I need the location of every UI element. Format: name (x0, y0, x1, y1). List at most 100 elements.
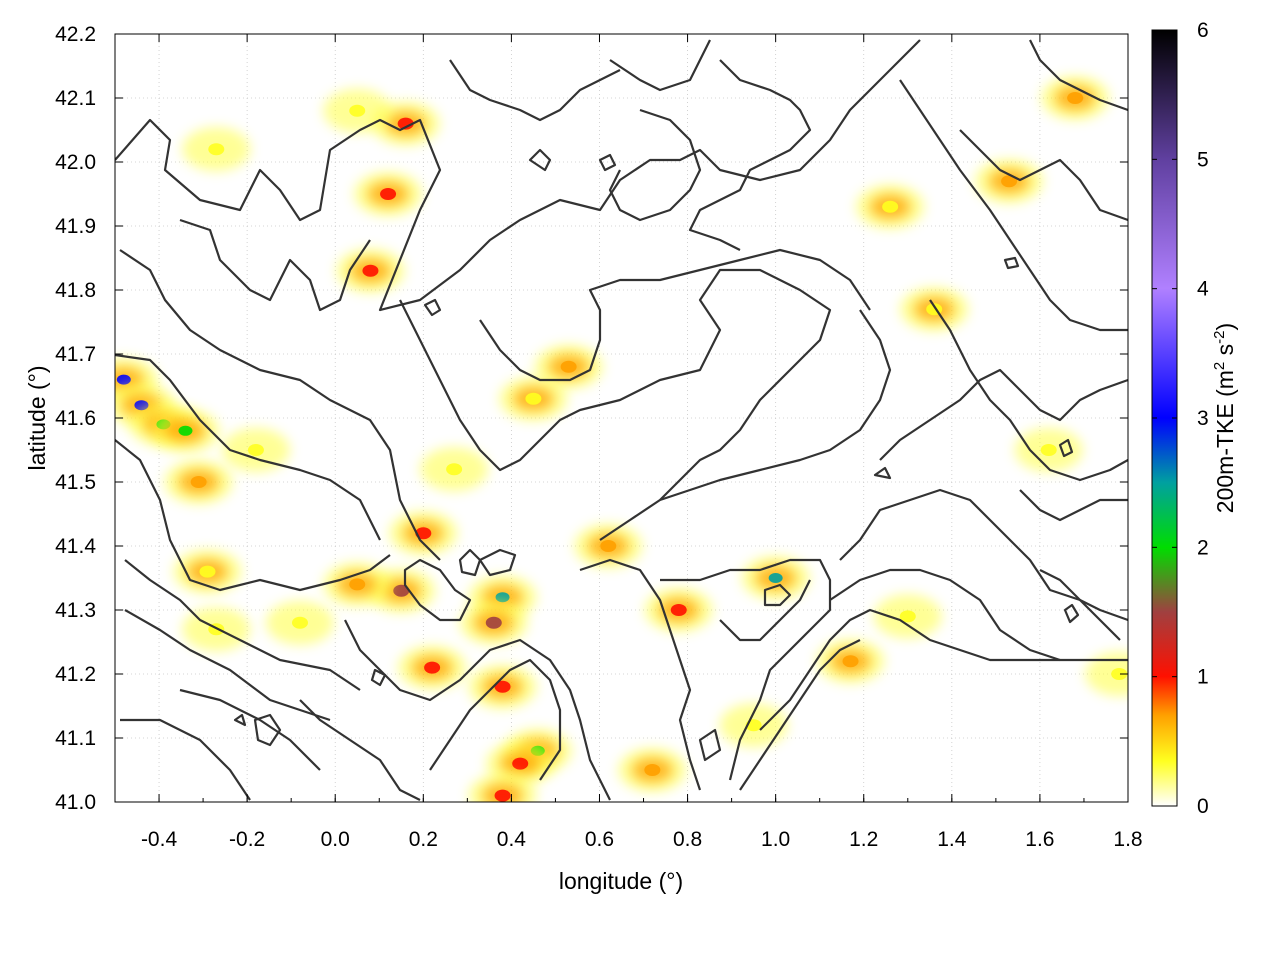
y-axis: 41.0 41.1 41.2 41.3 41.4 41.5 41.6 41.7 41.8 41.9… (55, 23, 1128, 814)
tke-hotspot-core (190, 476, 207, 488)
tke-hotspot-core (397, 117, 414, 130)
y-tick-label: 41.9 (55, 215, 96, 238)
colorbar-tick-label: 2 (1197, 536, 1209, 559)
tke-hotspot-core (768, 573, 783, 583)
x-tick-label: 1.0 (761, 828, 790, 851)
tke-hotspot (816, 639, 885, 684)
y-tick-label: 41.6 (55, 407, 96, 430)
x-tick-label: 1.8 (1113, 828, 1142, 851)
tke-hotspot (719, 703, 788, 748)
tke-hotspot-core (380, 188, 397, 200)
x-tick-label: 1.2 (849, 828, 878, 851)
tke-hotspot (741, 556, 810, 600)
tke-hotspot-core (1040, 444, 1057, 456)
x-tick-label: 1.4 (937, 828, 967, 851)
colorbar-tick-label: 4 (1197, 278, 1209, 301)
tke-hotspot-core (349, 104, 366, 117)
tke-hotspot (459, 600, 528, 645)
y-tick-label: 41.8 (55, 279, 96, 302)
y-tick-label: 42.2 (55, 23, 96, 46)
tke-hotspot (468, 773, 537, 802)
tke-hotspot (164, 460, 233, 504)
tke-hotspot (1041, 76, 1110, 120)
x-tick-label: 0.0 (321, 828, 350, 851)
tke-hotspot-core (247, 444, 264, 456)
tke-hotspot-core (208, 143, 225, 156)
tke-hotspot (644, 588, 713, 632)
colorbar-title-mid: s (1212, 344, 1238, 362)
tke-hotspot (265, 600, 334, 645)
tke-hotspot (574, 524, 643, 568)
tke-hotspot-core (495, 592, 510, 603)
tke-hotspot-core (560, 360, 577, 373)
x-tick-label: 1.6 (1025, 828, 1054, 851)
y-tick-label: 41.2 (55, 663, 96, 686)
tke-hotspot-core (485, 616, 502, 629)
terrain-contours (115, 39, 1128, 801)
x-axis-title: longitude (°) (559, 868, 683, 894)
tke-hotspot-core (393, 584, 410, 597)
tke-hotspot-core (1111, 668, 1128, 680)
x-tick-label: 0.2 (409, 828, 438, 851)
tke-hotspot (499, 376, 568, 421)
tke-hotspot-core (446, 463, 463, 476)
tke-hotspot (468, 664, 537, 709)
colorbar-title: 200m-TKE (m2 s-2) (1211, 323, 1238, 513)
tke-hotspot-core (1001, 175, 1018, 188)
y-tick-label: 41.3 (55, 599, 96, 622)
y-axis-title: latitude (°) (24, 365, 50, 470)
tke-hotspot-core (362, 264, 379, 277)
tke-hotspot (389, 511, 458, 556)
tke-hotspot (618, 748, 687, 792)
tke-field (115, 76, 1128, 802)
colorbar-tick-label: 3 (1197, 407, 1209, 430)
x-tick-label: -0.4 (141, 828, 178, 851)
y-tick-label: 42.1 (55, 87, 96, 110)
tke-hotspot-core (670, 604, 687, 616)
tke-hotspot (1014, 428, 1083, 472)
colorbar-ticks: 0 1 2 3 4 5 6 (1152, 19, 1209, 818)
y-tick-label: 41.0 (55, 791, 96, 814)
tke-hotspot-core (178, 425, 193, 436)
x-tick-label: 0.4 (497, 828, 527, 851)
tke-hotspot (323, 562, 392, 607)
tke-hotspot (173, 549, 242, 594)
y-tick-label: 42.0 (55, 151, 96, 174)
tke-hotspot (420, 447, 489, 492)
tke-hotspot-core (600, 540, 617, 552)
tke-hotspot-core (899, 610, 916, 623)
tke-hotspot-core (1067, 92, 1084, 104)
grid-lines (115, 33, 1129, 803)
tke-hotspot (856, 184, 925, 229)
colorbar-title-main: 200m-TKE (m (1212, 370, 1238, 513)
tke-hotspot-core (349, 578, 366, 591)
colorbar-title-sup2: -2 (1211, 330, 1228, 343)
tke-hotspot-core (199, 565, 216, 578)
x-tick-label: -0.2 (229, 828, 265, 851)
tke-hotspot-core (512, 757, 529, 770)
plot-frame (114, 33, 1129, 803)
tke-hotspot-core (424, 661, 441, 674)
tke-hotspot-core (291, 616, 308, 629)
tke-hotspot-core (882, 200, 899, 213)
tke-hotspot (221, 428, 290, 472)
tke-hotspot-core (494, 680, 511, 693)
y-tick-label: 41.4 (55, 535, 96, 558)
colorbar-tick-label: 6 (1197, 19, 1209, 42)
tke-hotspot (151, 408, 220, 453)
tke-hotspot (336, 248, 405, 293)
tke-hotspot-core (116, 374, 131, 385)
tke-hotspot (323, 88, 392, 133)
x-axis: -0.4 -0.2 0.0 0.2 0.4 0.6 0.8 1.0 1.2 1.4 1.6 1.8 (114, 34, 1143, 851)
x-tick-label: 0.6 (585, 828, 614, 851)
y-tick-label: 41.7 (55, 343, 96, 366)
tke-hotspot-core (525, 392, 542, 405)
colorbar-tick-label: 0 (1197, 795, 1209, 818)
colorbar-tick-label: 5 (1197, 148, 1209, 171)
tke-hotspot (354, 172, 423, 216)
tke-hotspot-core (842, 655, 859, 668)
tke-hotspot (398, 645, 467, 690)
tke-hotspot (975, 159, 1044, 204)
tke-hotspot-halo (1085, 652, 1128, 696)
